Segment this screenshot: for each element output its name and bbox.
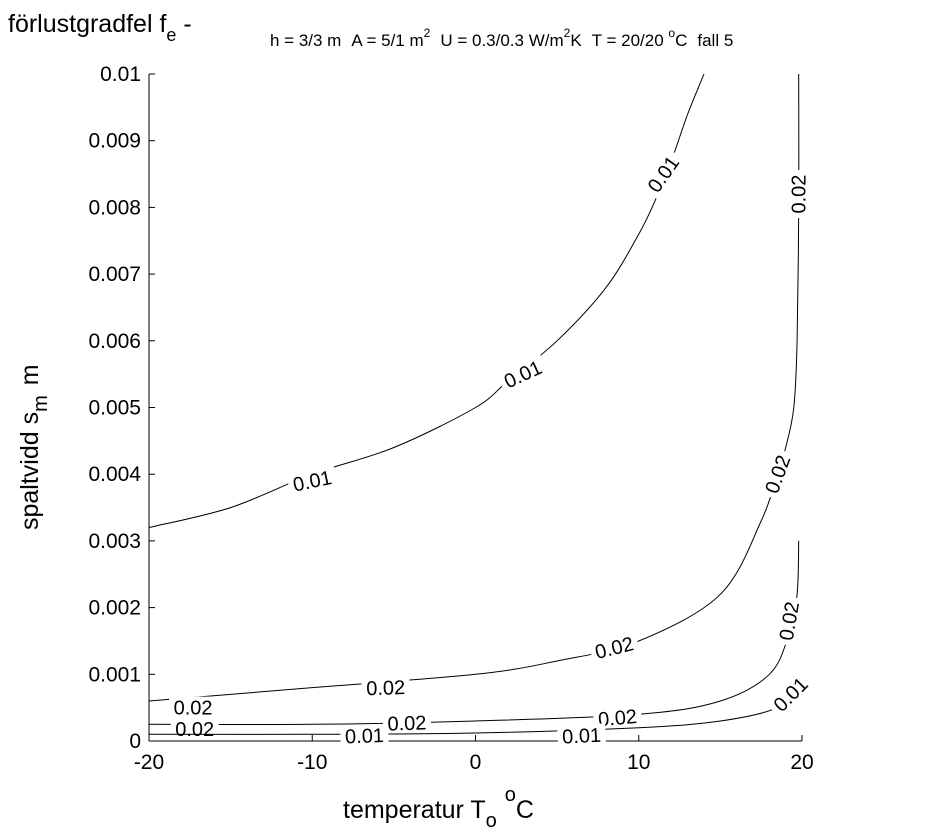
x-axis-title-subscript: o: [486, 810, 497, 832]
title-t-superscript: o: [668, 26, 675, 40]
contour-label-mask: [496, 354, 550, 395]
contour-level-label: 0.01: [291, 467, 334, 497]
y-tick-label: 0.007: [88, 263, 141, 286]
contour-line-1: [148, 73, 800, 702]
x-tick-label: -10: [297, 751, 327, 774]
y-tick-label: 0.004: [88, 463, 141, 486]
contour-label-mask: [557, 723, 607, 748]
x-tick-label: 10: [627, 751, 650, 774]
contour-label-mask: [773, 595, 804, 647]
contour-label-mask: [361, 675, 411, 700]
contour-label-mask: [588, 631, 641, 665]
contour-label-mask: [758, 447, 797, 501]
title-prefix: förlustgradfel fe -: [8, 10, 192, 45]
y-ticks: 0 0.001 0.002 0.003 0.004 0.005 0.006 0.007 0.00…: [88, 63, 155, 753]
x-tick-label: 0: [470, 751, 482, 774]
contour-level-label: 0.02: [776, 600, 804, 642]
x-ticks: -20 -10 0 10 20: [134, 735, 814, 774]
contour-level-label: 0.02: [789, 175, 811, 214]
contour-level-label: 0.02: [593, 633, 636, 664]
x-tick-label: -20: [134, 751, 164, 774]
title-prefix-subscript: e: [166, 25, 176, 45]
contour-lines: 0.010.010.01 0.020.020.020.020.020.020.02…: [148, 73, 816, 749]
y-tick-label: 0.008: [88, 196, 141, 219]
contour-line-2: [148, 540, 800, 726]
y-tick-label: 0.006: [88, 330, 141, 353]
contour-level-label: 0.02: [761, 452, 795, 496]
contour-line-3: [148, 674, 801, 735]
contour-label-mask: [340, 723, 389, 748]
x-tick-label: 20: [790, 751, 813, 774]
contour-label-mask: [765, 669, 816, 720]
title-area-superscript: 2: [424, 26, 431, 40]
contour-label-mask: [787, 170, 810, 219]
y-tick-label: 0.002: [88, 597, 141, 620]
contour-level-label: 0.01: [345, 725, 385, 748]
contour-label-mask: [286, 465, 339, 497]
contour-level-label: 0.02: [174, 698, 213, 720]
y-tick-label: 0: [129, 730, 141, 753]
y-tick-label: 0.009: [88, 130, 141, 153]
contour-line-0: [148, 73, 705, 529]
contour-level-label: 0.02: [387, 712, 427, 735]
contour-label-mask: [640, 148, 687, 201]
y-tick-label: 0.005: [88, 397, 141, 420]
contour-label-mask: [592, 704, 643, 731]
contour-level-label: 0.01: [562, 725, 602, 749]
x-axis-title: temperatur TooC: [343, 784, 534, 832]
y-axis-title-subscript: m: [30, 395, 52, 412]
contour-level-label: 0.02: [366, 677, 406, 700]
contour-label-mask: [169, 696, 218, 719]
y-tick-label: 0.003: [88, 530, 141, 553]
contour-label-mask: [382, 711, 432, 735]
y-tick-label: 0.001: [88, 663, 141, 686]
y-axis-title: spaltvidd smm: [16, 364, 52, 530]
contour-level-label: 0.02: [175, 719, 214, 741]
title-u-superscript: 2: [564, 26, 571, 40]
y-tick-label: 0.01: [100, 63, 141, 86]
